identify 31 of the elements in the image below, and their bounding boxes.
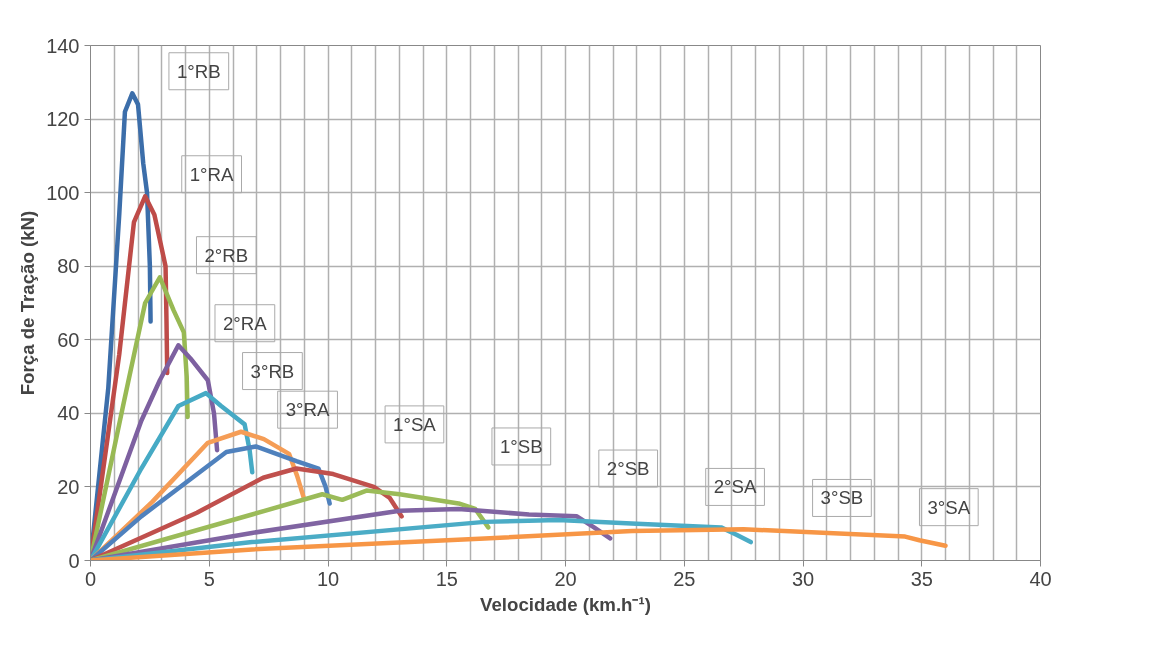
text: 2°RA xyxy=(223,312,268,334)
x-tick-label: 0 xyxy=(84,567,97,590)
y-tick-label: 0 xyxy=(68,549,80,572)
text: 3°RB xyxy=(250,360,295,382)
text: 2°SB xyxy=(606,458,650,480)
y-tick-label: 40 xyxy=(57,402,80,425)
y-axis-title: Força de Tração (kN) xyxy=(17,210,39,396)
x-tick-label: 15 xyxy=(435,567,458,590)
y-tick-label: 120 xyxy=(46,108,80,131)
series-label: 3°SA xyxy=(927,496,971,518)
series-label: 3°RA xyxy=(285,399,331,421)
x-tick-label: 35 xyxy=(910,567,933,590)
text: 1°RB xyxy=(176,60,221,82)
text: 1°SB xyxy=(499,435,543,457)
x-tick-label: 10 xyxy=(316,567,340,590)
x-tick-label: 40 xyxy=(1029,567,1052,590)
y-tick-label: 80 xyxy=(57,255,80,278)
x-axis-title: Velocidade (km.h⁻¹) xyxy=(480,593,651,615)
text: 2°RB xyxy=(204,244,249,266)
text: 3°SB xyxy=(820,487,864,509)
text: 2°SA xyxy=(713,476,757,498)
text: 1°RA xyxy=(189,163,235,185)
y-tick-label: 100 xyxy=(46,181,80,204)
x-tick-label: 25 xyxy=(673,567,696,590)
x-tick-label: 20 xyxy=(554,567,577,590)
y-tick-label: 20 xyxy=(57,475,80,498)
x-tick-label: 5 xyxy=(203,567,215,590)
text: 1°SA xyxy=(393,413,437,435)
y-tick-label: 140 xyxy=(46,34,80,57)
y-tick-label: 60 xyxy=(57,328,80,351)
x-tick-label: 30 xyxy=(791,567,815,590)
